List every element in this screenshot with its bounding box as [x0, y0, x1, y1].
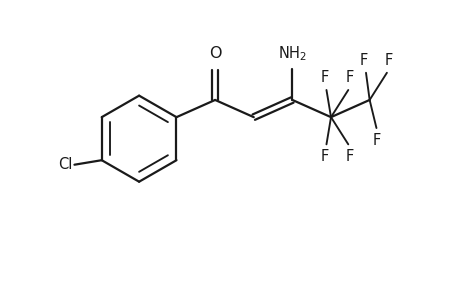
Text: F: F — [384, 53, 392, 68]
Text: NH$_2$: NH$_2$ — [277, 44, 306, 63]
Text: F: F — [320, 149, 328, 164]
Text: O: O — [208, 46, 221, 61]
Text: Cl: Cl — [58, 157, 72, 172]
Text: F: F — [345, 149, 353, 164]
Text: F: F — [359, 53, 368, 68]
Text: F: F — [371, 133, 380, 148]
Text: F: F — [345, 70, 353, 86]
Text: F: F — [320, 70, 328, 86]
